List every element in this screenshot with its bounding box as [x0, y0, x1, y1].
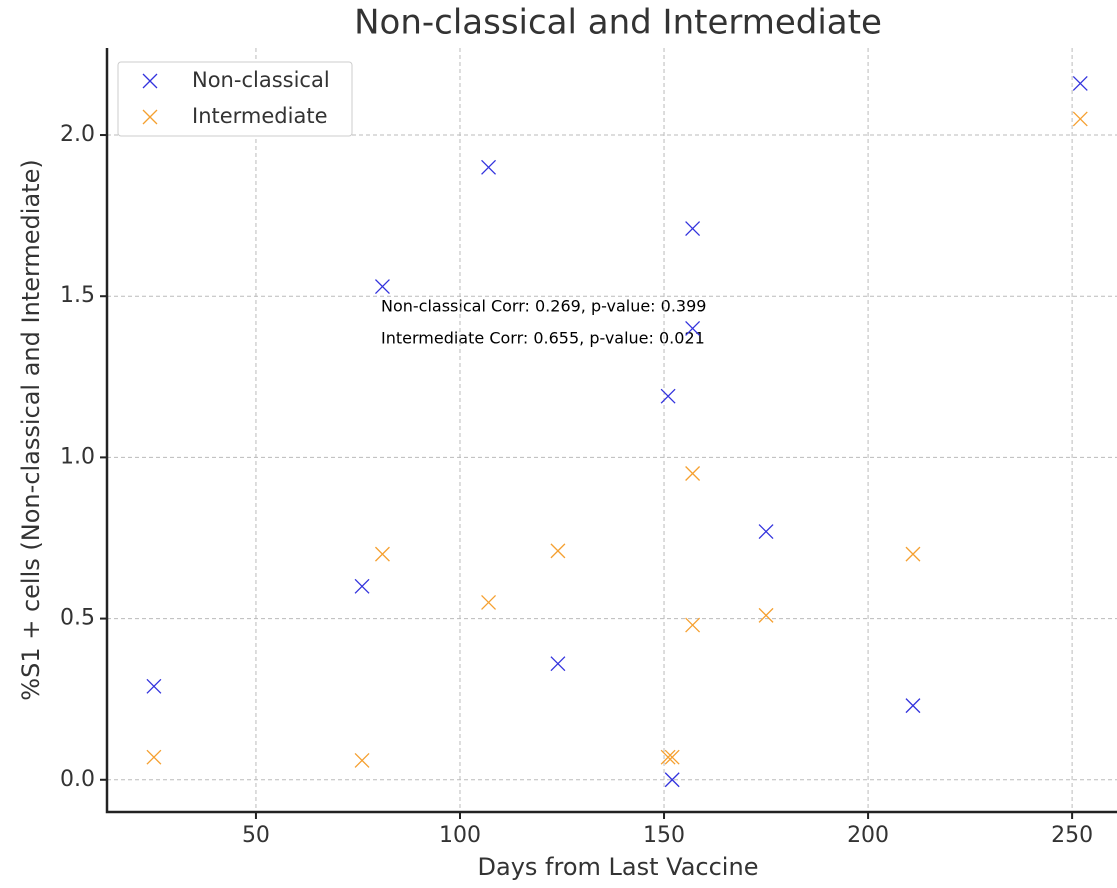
x-tick-label: 150 [643, 823, 685, 848]
annotation: Non-classical Corr: 0.269, p-value: 0.39… [381, 297, 706, 316]
annotation: Intermediate Corr: 0.655, p-value: 0.021 [381, 329, 705, 348]
y-tick-label: 0.5 [60, 606, 95, 631]
point [481, 159, 497, 175]
x-axis-label: Days from Last Vaccine [478, 853, 759, 881]
point [905, 698, 921, 714]
point [550, 656, 566, 672]
point [1072, 76, 1088, 91]
point [146, 749, 162, 765]
point [354, 578, 370, 594]
point [685, 466, 701, 481]
y-tick-label: 1.5 [60, 283, 95, 308]
legend-box [117, 61, 353, 137]
y-tick-label: 1.0 [60, 444, 95, 469]
point [905, 546, 921, 562]
point [374, 546, 390, 562]
legend-label: Non-classical [192, 68, 330, 92]
y-tick-label: 0.0 [60, 767, 95, 792]
point [374, 279, 390, 295]
x-tick-label: 200 [847, 823, 889, 848]
chart-title: Non-classical and Intermediate [354, 3, 882, 43]
point [146, 678, 162, 694]
point [664, 772, 680, 788]
point [660, 749, 676, 765]
y-axis-label: %S1 + cells (Non-classical and Intermedi… [17, 159, 45, 700]
x-tick-label: 250 [1051, 823, 1093, 848]
legend-marker [142, 73, 158, 89]
point [481, 595, 497, 610]
point [1072, 111, 1088, 127]
point [685, 221, 701, 236]
x-tick-label: 50 [242, 823, 270, 848]
point [664, 749, 680, 765]
point [685, 617, 701, 633]
point [758, 524, 774, 540]
point [685, 320, 701, 336]
legend-marker [142, 109, 158, 125]
point [354, 752, 370, 768]
axis-spine [105, 48, 1117, 814]
legend-label: Intermediate [192, 104, 328, 128]
point [550, 543, 566, 559]
y-tick-label: 2.0 [60, 122, 95, 147]
point [660, 388, 676, 404]
x-tick-label: 100 [439, 823, 481, 848]
point [758, 607, 774, 623]
